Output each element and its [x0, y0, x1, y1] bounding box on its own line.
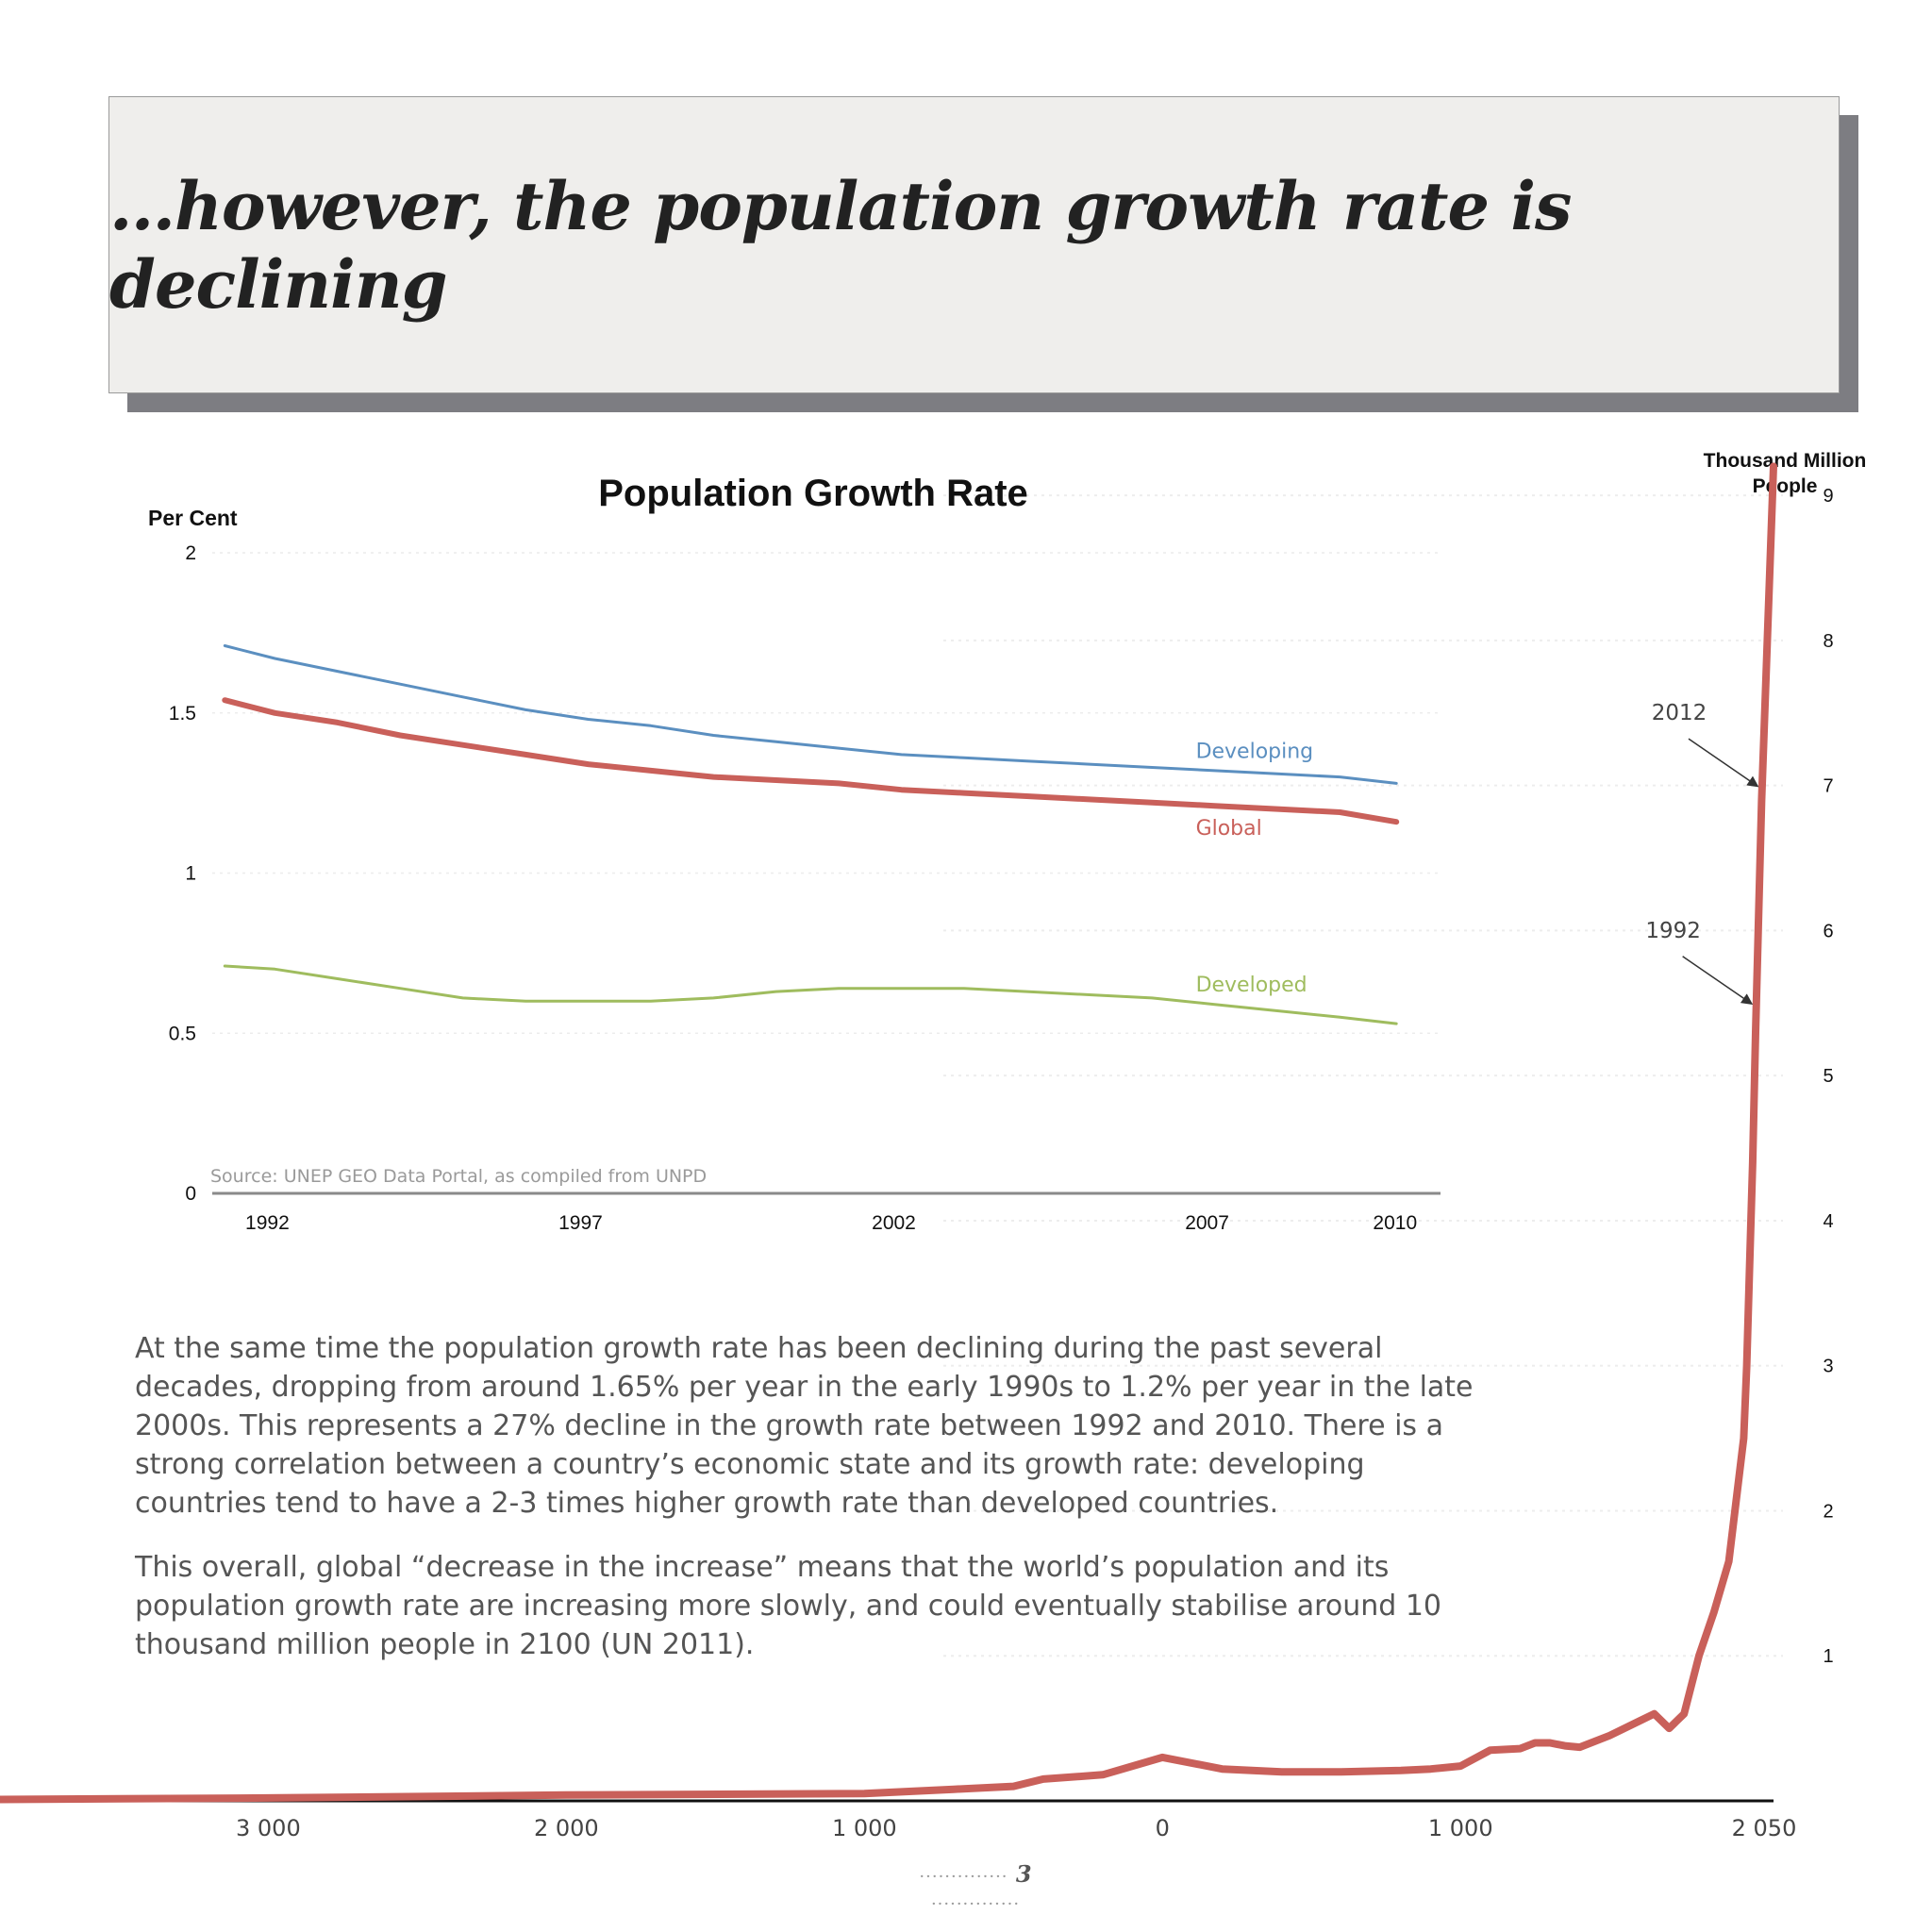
population-y-tick-label: 4 — [1823, 1211, 1833, 1232]
growth-rate-y-tick-label: 1.5 — [169, 703, 196, 724]
growth-rate-gridlines — [212, 552, 1441, 1034]
growth-rate-y-tick-label: 2 — [185, 542, 196, 564]
series-label-developing: Developing — [1196, 740, 1314, 763]
growth-rate-chart-title: Population Growth Rate — [598, 473, 1028, 514]
series-line-developing — [223, 644, 1398, 785]
page-number-dots-left: ·············· — [919, 1867, 1008, 1887]
growth-rate-x-tick-label: 1992 — [245, 1212, 290, 1234]
growth-rate-x-tick-label: 2007 — [1185, 1212, 1229, 1234]
population-y-axis-label-line2: People — [1753, 475, 1818, 497]
population-y-tick-label: 6 — [1823, 921, 1833, 941]
population-annotation-label: 1992 — [1645, 919, 1701, 943]
growth-rate-x-tick-labels: 1992 1997 2002 2007 2010 — [245, 1212, 1417, 1234]
series-label-developed: Developed — [1196, 974, 1307, 997]
source-note: Source: UNEP GEO Data Portal, as compile… — [210, 1166, 707, 1187]
growth-rate-x-tick-label: 2002 — [872, 1212, 916, 1234]
population-y-axis-label: Thousand Million — [1704, 450, 1867, 472]
growth-rate-y-axis-label: Per Cent — [148, 506, 238, 530]
population-x-tick-label: 2 000 — [534, 1815, 599, 1841]
population-x-tick-label: 2 050 — [1732, 1815, 1797, 1841]
population-x-tick-label: 0 — [1156, 1815, 1170, 1841]
population-chart: 3 000 2 000 1 000 0 1 000 2 050 1 2 3 4 5 6 7 8 9 Tho… — [0, 450, 1866, 1841]
population-y-tick-label: 7 — [1823, 776, 1833, 797]
population-annotation-arrow — [1688, 738, 1759, 788]
population-y-tick-label: 2 — [1823, 1501, 1833, 1522]
page-number-dots-right: ·············· — [930, 1894, 1021, 1914]
body-paragraph-2: This overall, global “decrease in the in… — [135, 1551, 1441, 1661]
population-annotations: 2012 1992 — [1645, 701, 1759, 1006]
series-line-developed — [223, 964, 1398, 1025]
population-y-tick-label: 5 — [1823, 1066, 1833, 1087]
growth-rate-chart: Population Growth Rate Per Cent 0 0.5 1 1.5… — [148, 473, 1441, 1234]
population-annotation-label: 2012 — [1652, 701, 1707, 725]
population-x-tick-label: 1 000 — [1428, 1815, 1493, 1841]
growth-rate-x-tick-label: 2010 — [1373, 1212, 1417, 1234]
growth-rate-series — [222, 644, 1400, 1025]
growth-rate-y-tick-label: 0 — [185, 1183, 196, 1205]
page-number-value: 3 — [1015, 1860, 1032, 1888]
population-y-tick-label: 1 — [1823, 1646, 1833, 1667]
series-label-global: Global — [1196, 817, 1262, 841]
population-y-tick-label: 3 — [1823, 1357, 1833, 1377]
population-x-tick-label: 3 000 — [236, 1815, 301, 1841]
series-line-global — [222, 697, 1400, 825]
population-x-tick-label: 1 000 — [832, 1815, 897, 1841]
growth-rate-y-tick-label: 0.5 — [169, 1023, 196, 1044]
headline-banner: …however, the population growth rate is … — [108, 96, 1840, 393]
body-paragraph-1: At the same time the population growth r… — [135, 1332, 1474, 1520]
population-series-line — [0, 462, 1777, 1804]
population-y-tick-label: 8 — [1823, 631, 1833, 652]
population-y-tick-labels: 1 2 3 4 5 6 7 8 9 — [1823, 486, 1833, 1667]
population-annotation-arrow — [1682, 956, 1754, 1006]
growth-rate-series-labels: Developing Global Developed — [1196, 740, 1314, 997]
growth-rate-y-tick-labels: 0 0.5 1 1.5 2 — [169, 542, 196, 1205]
growth-rate-y-tick-label: 1 — [185, 863, 196, 885]
population-y-tick-label: 9 — [1823, 486, 1833, 507]
page-number: ·············· 3 ·············· — [872, 1860, 1079, 1915]
population-x-tick-labels: 3 000 2 000 1 000 0 1 000 2 050 — [236, 1815, 1796, 1841]
headline: …however, the population growth rate is … — [109, 166, 1572, 324]
growth-rate-x-tick-label: 1997 — [558, 1212, 603, 1234]
